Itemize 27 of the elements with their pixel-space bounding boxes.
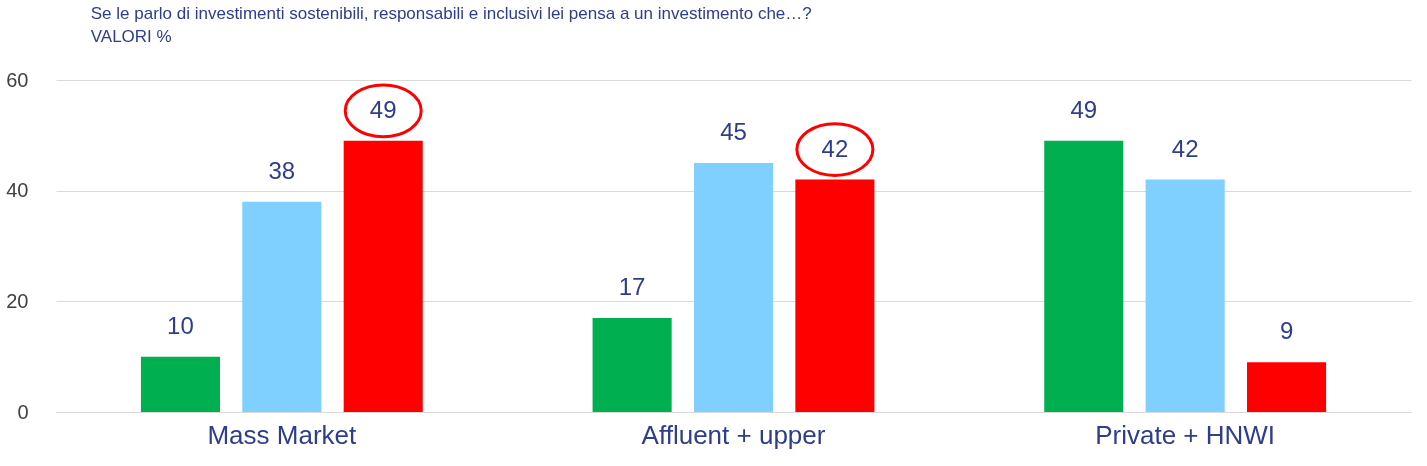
x-tick-label: Private + HNWI (1095, 419, 1276, 450)
bar (1044, 140, 1124, 412)
bar (343, 140, 423, 412)
data-label: 42 (1171, 134, 1199, 162)
data-label: 10 (167, 311, 194, 339)
chart-subtitle: VALORI % (90, 27, 172, 46)
bar (693, 163, 774, 412)
bar (592, 317, 672, 412)
data-label: 42 (821, 134, 849, 162)
y-tick-label: 20 (6, 289, 29, 312)
x-tick-label: Mass Market (207, 419, 358, 450)
bar (795, 179, 875, 412)
data-label: 17 (618, 272, 646, 300)
data-label: 9 (1279, 317, 1294, 345)
x-tick-label: Affluent + upper (641, 419, 826, 450)
bar (1247, 362, 1327, 412)
data-label: 49 (1070, 95, 1098, 123)
y-tick-label: 40 (6, 179, 29, 202)
bar (140, 356, 220, 412)
data-label: 45 (720, 118, 747, 145)
y-tick-label: 0 (17, 400, 29, 423)
data-label: 38 (268, 156, 296, 184)
y-tick-label: 60 (6, 68, 29, 91)
bar (242, 201, 322, 412)
data-label: 49 (369, 95, 397, 123)
bar (1145, 179, 1225, 412)
chart-title: Se le parlo di investimenti sostenibili, responsabili e inclusivi lei pensa a un investimento che…? (90, 4, 812, 23)
